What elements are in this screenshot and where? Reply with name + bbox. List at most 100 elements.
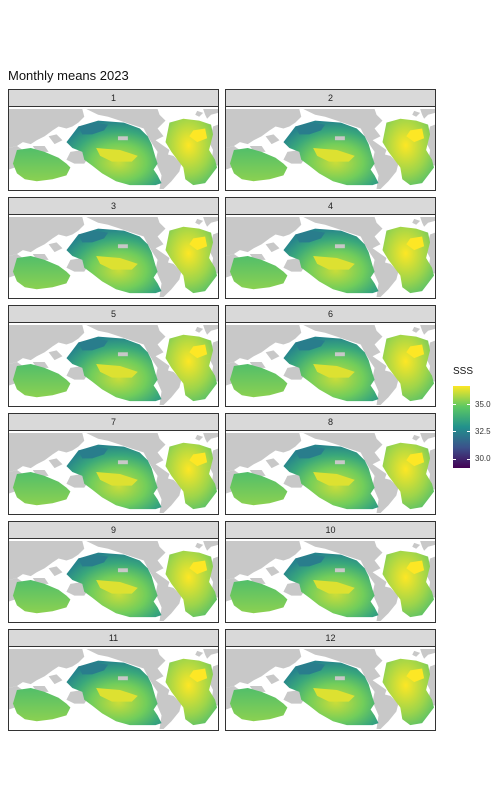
- ocean-fresh-north-pacific: [295, 338, 326, 351]
- land-greenland: [203, 216, 218, 227]
- ocean-fresh-north-pacific: [295, 122, 326, 135]
- sss-map: [226, 108, 435, 190]
- ocean-saline-north-atlantic: [406, 668, 425, 683]
- land-greenland: [203, 324, 218, 335]
- facet-panel: 2: [225, 89, 436, 191]
- land-eurasia: [226, 432, 302, 473]
- ocean-saline-north-atlantic: [189, 560, 208, 575]
- facet-panel: 7: [8, 413, 219, 515]
- land-greenland: [203, 432, 218, 443]
- facet-strip-label: 8: [225, 413, 436, 431]
- land-hawaii-mask: [334, 568, 345, 573]
- ocean-fresh-north-pacific: [78, 662, 109, 675]
- facet-panel: 11: [8, 629, 219, 731]
- map-plot-area: [225, 322, 436, 407]
- facet-panel: 4: [225, 197, 436, 299]
- land-japan: [265, 134, 280, 145]
- ocean-saline-south-pacific: [313, 688, 355, 702]
- sss-map: [226, 432, 435, 514]
- map-plot-area: [225, 214, 436, 299]
- land-japan: [265, 566, 280, 577]
- ocean-fresh-north-pacific: [295, 554, 326, 567]
- land-south-america: [155, 583, 182, 622]
- land-north-america: [86, 540, 170, 588]
- colorbar-tick-label: 30.0: [475, 454, 491, 464]
- land-hawaii-mask: [117, 676, 128, 681]
- ocean-saline-south-pacific: [313, 256, 355, 270]
- facet-strip-label: 12: [225, 629, 436, 647]
- ocean-fresh-north-pacific: [295, 662, 326, 675]
- sss-map: [9, 216, 218, 298]
- ocean-fresh-north-pacific: [295, 446, 326, 459]
- facet-strip-label: 5: [8, 305, 219, 323]
- facet-strip-label: 4: [225, 197, 436, 215]
- map-plot-area: [8, 214, 219, 299]
- land-eurasia: [9, 432, 85, 473]
- land-hawaii-mask: [117, 568, 128, 573]
- land-iceland: [412, 326, 421, 333]
- sss-map: [226, 216, 435, 298]
- ocean-saline-south-pacific: [96, 364, 138, 378]
- land-eurasia: [9, 540, 85, 581]
- land-south-america: [155, 475, 182, 514]
- ocean-fresh-north-pacific: [78, 230, 109, 243]
- facet-panel: 10: [225, 521, 436, 623]
- ocean-saline-south-pacific: [313, 580, 355, 594]
- land-north-america: [303, 540, 387, 588]
- ocean-indian: [12, 256, 71, 290]
- colorbar: [453, 386, 470, 468]
- map-plot-area: [8, 538, 219, 623]
- land-iceland: [195, 434, 204, 441]
- ocean-saline-north-atlantic: [189, 128, 208, 143]
- ocean-fresh-north-pacific: [78, 554, 109, 567]
- land-north-america: [86, 108, 170, 156]
- ocean-fresh-north-pacific: [78, 446, 109, 459]
- facet-panel: 9: [8, 521, 219, 623]
- land-iceland: [412, 110, 421, 117]
- map-plot-area: [225, 538, 436, 623]
- land-eurasia: [9, 648, 85, 689]
- land-greenland: [420, 216, 435, 227]
- ocean-saline-south-pacific: [313, 472, 355, 486]
- land-south-america: [155, 259, 182, 298]
- facet-panel: 5: [8, 305, 219, 407]
- land-north-america: [303, 432, 387, 480]
- land-north-america: [303, 324, 387, 372]
- land-south-america: [155, 691, 182, 730]
- land-japan: [265, 674, 280, 685]
- land-iceland: [195, 110, 204, 117]
- plot-title: Monthly means 2023: [8, 68, 129, 83]
- sss-map: [226, 648, 435, 730]
- land-south-america: [372, 367, 399, 406]
- ocean-saline-south-pacific: [313, 364, 355, 378]
- sss-map: [9, 324, 218, 406]
- colorbar-legend: SSS 35.0 32.5 30.0: [452, 366, 504, 476]
- facet-strip-label: 9: [8, 521, 219, 539]
- land-eurasia: [226, 108, 302, 149]
- ocean-indian: [12, 580, 71, 614]
- ocean-indian: [229, 472, 288, 506]
- ocean-saline-south-pacific: [96, 688, 138, 702]
- land-japan: [265, 458, 280, 469]
- ocean-saline-north-atlantic: [406, 236, 425, 251]
- land-eurasia: [226, 648, 302, 689]
- land-iceland: [195, 650, 204, 657]
- ocean-saline-north-atlantic: [406, 344, 425, 359]
- land-hawaii-mask: [117, 352, 128, 357]
- land-japan: [265, 350, 280, 361]
- land-north-america: [303, 216, 387, 264]
- map-plot-area: [8, 106, 219, 191]
- facet-strip-label: 1: [8, 89, 219, 107]
- land-iceland: [412, 434, 421, 441]
- land-hawaii-mask: [334, 352, 345, 357]
- land-north-america: [303, 648, 387, 696]
- land-japan: [48, 134, 63, 145]
- ocean-indian: [12, 688, 71, 722]
- land-south-america: [372, 151, 399, 190]
- land-japan: [48, 458, 63, 469]
- land-south-america: [372, 475, 399, 514]
- facet-panel: 3: [8, 197, 219, 299]
- facet-strip-label: 2: [225, 89, 436, 107]
- land-south-america: [155, 151, 182, 190]
- land-hawaii-mask: [334, 676, 345, 681]
